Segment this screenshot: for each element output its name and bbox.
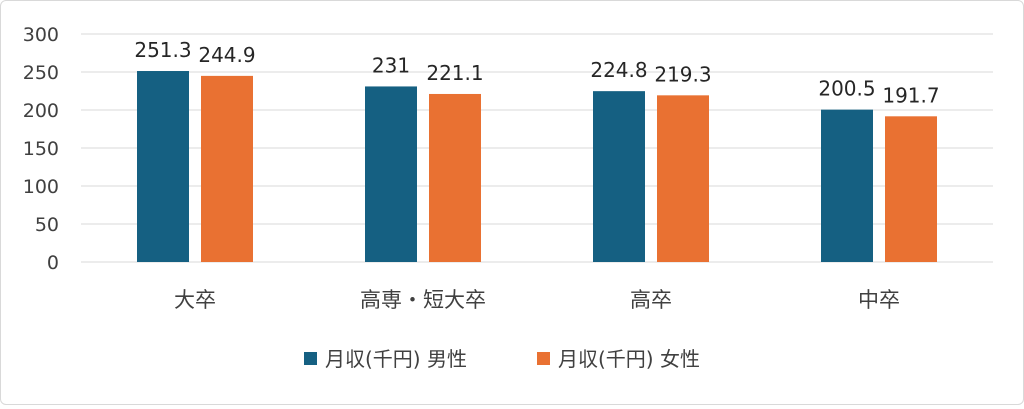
x-category-label: 高卒 [630, 288, 672, 312]
y-tick-label: 200 [23, 100, 59, 122]
legend: 月収(千円) 男性 月収(千円) 女性 [304, 347, 700, 371]
data-label: 221.1 [426, 61, 483, 85]
y-axis-ticks: 0 50 100 150 200 250 300 [23, 24, 59, 274]
legend-label: 月収(千円) 男性 [325, 347, 467, 371]
data-label: 219.3 [654, 62, 711, 86]
y-tick-label: 0 [47, 252, 59, 274]
y-tick-label: 250 [23, 62, 59, 84]
data-label: 244.9 [198, 43, 255, 67]
data-label: 251.3 [134, 38, 191, 62]
y-tick-label: 150 [23, 138, 59, 160]
bar-male [365, 86, 417, 262]
bar-female [657, 95, 709, 262]
data-label: 224.8 [590, 58, 647, 82]
data-label: 231 [372, 53, 410, 77]
bar-male [593, 91, 645, 262]
bar-female [429, 93, 481, 263]
y-tick-label: 50 [35, 214, 59, 236]
bar-male [137, 71, 189, 263]
bar-female [885, 116, 937, 262]
data-label: 200.5 [818, 77, 875, 101]
x-category-label: 高専・短大卒 [360, 288, 486, 312]
legend-swatch [304, 352, 317, 365]
data-label: 191.7 [882, 83, 939, 107]
y-tick-label: 100 [23, 176, 59, 198]
x-axis-categories: 大卒 高専・短大卒 高卒 中卒 [174, 288, 900, 312]
x-category-label: 中卒 [858, 288, 900, 312]
bar-female [201, 75, 253, 262]
bar-male [821, 109, 873, 263]
legend-label: 月収(千円) 女性 [558, 347, 700, 371]
y-tick-label: 300 [23, 24, 59, 46]
bars [137, 71, 937, 263]
legend-swatch [537, 352, 550, 365]
x-category-label: 大卒 [174, 288, 216, 312]
data-labels: 251.3 244.9 231 221.1 224.8 219.3 200.5 191.7 [134, 38, 939, 107]
